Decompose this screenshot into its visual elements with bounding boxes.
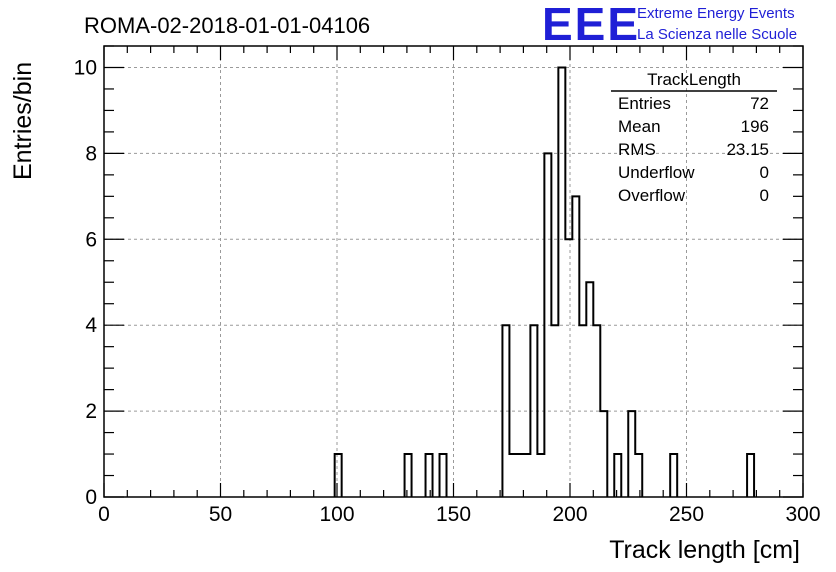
histogram-bin xyxy=(537,454,544,497)
stats-row-label: Mean xyxy=(618,117,661,136)
stats-rows: Entries 72 Mean 196 RMS 23.15 Underflow 0 Overfl… xyxy=(618,94,769,205)
x-tick-label: 150 xyxy=(436,503,471,526)
histogram-bin xyxy=(558,67,565,497)
y-tick-label: 8 xyxy=(85,142,97,165)
x-tick-label: 200 xyxy=(552,503,587,526)
logo-mark: EEE xyxy=(542,0,640,50)
stats-row-value: 23.15 xyxy=(726,140,769,159)
x-axis-label: Track length [cm] xyxy=(609,536,800,564)
y-tick-labels: 0 2 4 6 8 10 xyxy=(74,56,98,509)
x-tick-label: 50 xyxy=(209,503,232,526)
axis-ticks xyxy=(103,45,804,498)
x-tick-label: 100 xyxy=(319,503,354,526)
histogram-bin xyxy=(614,454,621,497)
stats-box: TrackLength Entries 72 Mean 196 RMS 23.15 Unde… xyxy=(611,70,777,205)
histogram-series xyxy=(333,66,756,497)
y-tick-label: 4 xyxy=(85,314,97,337)
stats-row-value: 0 xyxy=(760,186,769,205)
histogram-bin xyxy=(440,454,447,497)
y-axis-label: Entries/bin xyxy=(9,62,37,180)
histogram-bin xyxy=(628,411,635,497)
stats-row-value: 0 xyxy=(760,163,769,182)
histogram-bin xyxy=(600,411,607,497)
x-tick-label: 300 xyxy=(785,503,820,526)
x-tick-label: 250 xyxy=(669,503,704,526)
stats-row-label: Entries xyxy=(618,94,671,113)
y-tick-label: 6 xyxy=(85,228,97,251)
y-tick-label: 2 xyxy=(85,400,97,423)
histogram-bin xyxy=(565,239,572,497)
stats-row-value: 196 xyxy=(741,117,769,136)
logo-line-2: La Scienza nelle Scuole xyxy=(637,26,797,43)
histogram-bin xyxy=(747,454,754,497)
stats-row-label: Underflow xyxy=(618,163,695,182)
histogram-bin xyxy=(405,454,412,497)
histogram-bin xyxy=(586,282,593,497)
stats-row-label: Overflow xyxy=(618,186,686,205)
histogram-outline xyxy=(333,66,756,497)
y-tick-label: 10 xyxy=(74,56,97,79)
histogram-bin xyxy=(635,454,642,497)
x-tick-label: 0 xyxy=(98,503,110,526)
histogram-bin xyxy=(523,454,530,497)
stats-box-title: TrackLength xyxy=(647,70,741,89)
stats-row-value: 72 xyxy=(750,94,769,113)
run-title: ROMA-02-2018-01-01-04106 xyxy=(84,13,370,38)
histogram-bin xyxy=(426,454,433,497)
eee-logo: EEE Extreme Energy Events La Scienza nel… xyxy=(542,0,797,50)
grid-lines xyxy=(104,46,803,497)
logo-line-1: Extreme Energy Events xyxy=(637,5,795,22)
x-tick-labels: 0 50 100 150 200 250 300 xyxy=(98,503,820,526)
stats-row-label: RMS xyxy=(618,140,656,159)
histogram-bin xyxy=(572,196,579,497)
histogram-bin xyxy=(516,454,523,497)
histogram-bin xyxy=(509,454,516,497)
histogram-bin xyxy=(670,454,677,497)
histogram-bin xyxy=(335,454,342,497)
y-tick-label: 0 xyxy=(85,486,97,509)
